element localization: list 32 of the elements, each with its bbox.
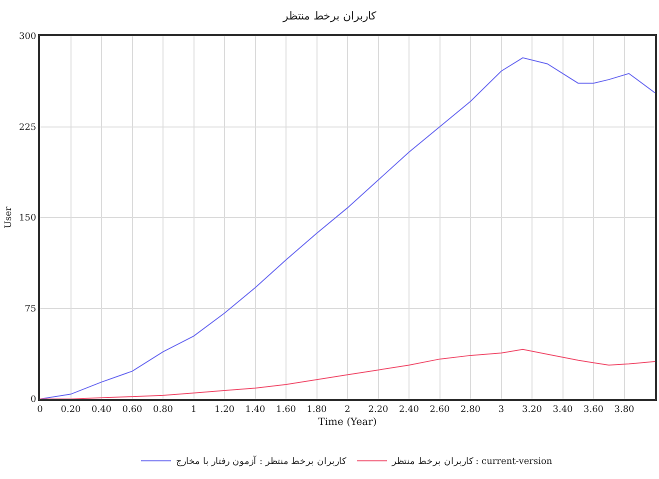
x-tick-label: 2 xyxy=(344,404,350,415)
x-tick-label: 0.20 xyxy=(60,404,82,415)
x-tick-label: 2.20 xyxy=(368,404,389,415)
x-tick-label: 0.80 xyxy=(152,404,174,415)
x-tick-label: 2.60 xyxy=(430,404,450,415)
x-tick-label: 0 xyxy=(37,404,44,415)
x-tick-label: 3.60 xyxy=(583,404,604,415)
x-tick-label: 1.40 xyxy=(245,404,266,415)
line-series xyxy=(40,348,655,399)
line-series xyxy=(40,57,655,399)
x-tick-label: 1.60 xyxy=(276,404,296,415)
x-tick-label: 3 xyxy=(498,404,504,415)
y-tick-label: 150 xyxy=(19,214,36,224)
x-axis-title: Time (Year) xyxy=(318,416,377,428)
y-tick-label: 225 xyxy=(19,122,36,133)
x-tick-label: 2.40 xyxy=(398,404,420,415)
x-tick-label: 3.20 xyxy=(522,404,542,415)
x-tick-label: 3.80 xyxy=(614,404,635,415)
chart-title: کاربران برخط منتظر xyxy=(282,10,377,23)
y-tick-label: 0 xyxy=(30,395,36,406)
legend-label: کاربران برخط منتظر : current-version xyxy=(391,457,552,468)
y-tick-label: 75 xyxy=(24,304,36,314)
x-tick-label: 0.60 xyxy=(122,404,143,415)
x-tick-label: 1.80 xyxy=(306,404,328,415)
y-tick-label: 300 xyxy=(19,32,36,42)
x-tick-label: 3.40 xyxy=(552,404,574,415)
legend-label: کاربران برخط منتظر : آزمون رفتار با مخارج xyxy=(176,455,348,468)
y-axis-title: User xyxy=(4,206,14,228)
x-tick-label: 0.40 xyxy=(91,404,112,415)
x-tick-label: 1 xyxy=(190,404,197,415)
x-tick-label: 1.20 xyxy=(214,404,235,415)
x-tick-label: 2.80 xyxy=(460,404,481,415)
